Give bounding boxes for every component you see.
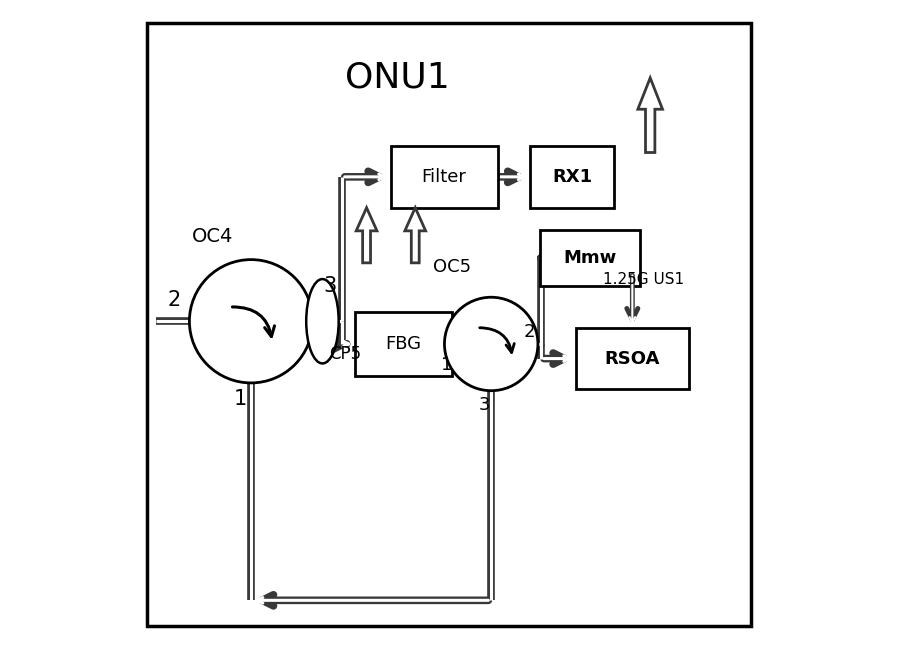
Circle shape [189,260,313,383]
Text: Mmw: Mmw [564,249,617,267]
FancyBboxPatch shape [540,230,640,286]
Text: RX1: RX1 [552,168,593,186]
Text: 2: 2 [168,290,181,310]
Text: 3: 3 [479,396,489,414]
Text: FBG: FBG [385,335,421,353]
Text: 1: 1 [233,389,247,409]
Text: 2: 2 [524,323,535,341]
Text: 1.25G US1: 1.25G US1 [603,271,684,287]
FancyBboxPatch shape [147,23,751,626]
Text: OC5: OC5 [433,258,471,276]
Text: Filter: Filter [422,168,467,186]
FancyBboxPatch shape [391,146,497,208]
Polygon shape [357,208,377,263]
FancyBboxPatch shape [355,312,453,376]
Circle shape [445,297,538,391]
Polygon shape [405,208,426,263]
Ellipse shape [306,279,339,363]
Text: 1: 1 [441,356,453,374]
Text: CP5: CP5 [329,345,361,363]
FancyBboxPatch shape [530,146,614,208]
Text: OC4: OC4 [191,227,233,247]
Text: 3: 3 [323,276,337,295]
Text: ONU1: ONU1 [345,61,450,95]
Text: RSOA: RSOA [604,350,660,367]
Polygon shape [638,78,663,153]
FancyBboxPatch shape [576,328,689,389]
